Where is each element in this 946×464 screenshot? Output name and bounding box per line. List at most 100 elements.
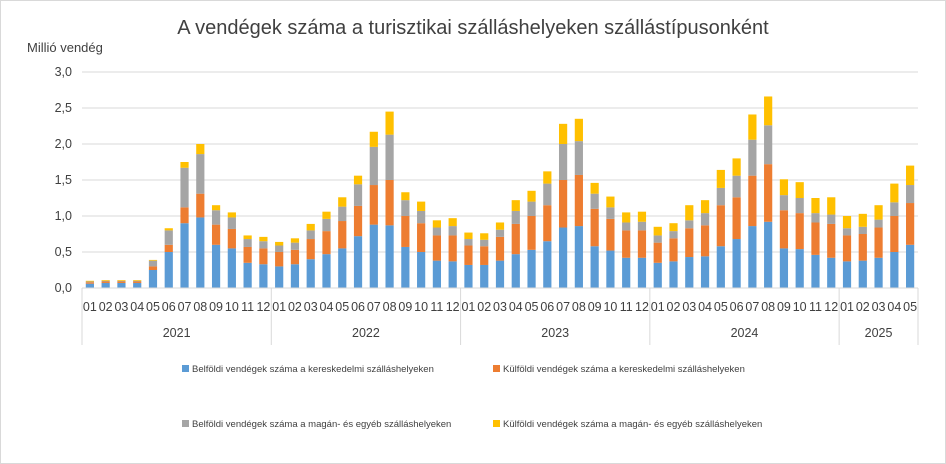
x-tick-label: 03: [872, 300, 886, 314]
bar-segment: [417, 210, 426, 224]
x-tick-label: 08: [572, 300, 586, 314]
x-tick-label: 07: [367, 300, 381, 314]
bar-segment: [385, 111, 394, 135]
bar-segment: [543, 183, 552, 206]
x-year-label: 2022: [352, 326, 380, 340]
bar-segment: [85, 280, 94, 282]
bar-segment: [480, 239, 489, 247]
bar-segment: [227, 217, 236, 229]
bar-segment: [574, 141, 583, 175]
legend-label: Külföldi vendégek száma a kereskedelmi s…: [503, 364, 745, 375]
bar-segment: [196, 217, 205, 288]
bar-segment: [906, 203, 915, 245]
bar-segment: [511, 210, 520, 224]
bar-segment: [211, 224, 221, 245]
bar-segment: [779, 179, 789, 196]
bar-segment: [574, 226, 583, 288]
bar-segment: [148, 270, 158, 288]
x-tick-label: 03: [114, 300, 128, 314]
x-tick-label: 01: [651, 300, 665, 314]
bar-segment: [637, 230, 647, 258]
x-tick-label: 05: [525, 300, 539, 314]
bar-segment: [322, 231, 331, 255]
bar-segment: [764, 125, 773, 165]
bar-segment: [180, 223, 189, 288]
bar-segment: [748, 175, 757, 227]
legend-swatch: [182, 365, 189, 372]
bar-segment: [133, 280, 142, 282]
x-tick-label: 06: [351, 300, 365, 314]
bar-segment: [700, 225, 710, 257]
x-tick-label: 03: [493, 300, 507, 314]
bar-segment: [464, 239, 473, 246]
bar-segment: [558, 144, 568, 180]
bar-segment: [164, 252, 173, 288]
bar-segment: [890, 252, 899, 288]
x-tick-label: 04: [698, 300, 712, 314]
x-tick-label: 11: [809, 300, 822, 314]
bar-segment: [227, 248, 236, 288]
bar-segment: [227, 212, 236, 218]
bar-segment: [401, 200, 410, 216]
legend-swatch: [493, 420, 500, 427]
bar-segment: [700, 213, 710, 226]
x-tick-label: 01: [83, 300, 97, 314]
bar-segment: [527, 190, 536, 202]
x-tick-label: 04: [320, 300, 334, 314]
bar-segment: [417, 201, 426, 211]
bar-segment: [353, 184, 363, 206]
x-tick-label: 09: [777, 300, 791, 314]
legend: Belföldi vendégek száma a kereskedelmi s…: [182, 364, 762, 430]
x-year-label: 2021: [163, 326, 191, 340]
bar-segment: [574, 174, 583, 227]
bar-segment: [117, 280, 126, 282]
bar-segment: [732, 175, 741, 198]
x-tick-label: 08: [193, 300, 207, 314]
x-tick-label: 02: [856, 300, 870, 314]
bar-segment: [637, 211, 647, 222]
bar-segment: [401, 192, 410, 201]
bar-segment: [606, 196, 615, 208]
bar-segment: [196, 154, 205, 194]
chart-title: A vendégek száma a turisztikai szálláshe…: [177, 17, 769, 39]
bar-segment: [306, 230, 315, 240]
legend-label: Belföldi vendégek száma a magán- és egyé…: [192, 419, 451, 430]
bar-segment: [385, 180, 394, 226]
bar-segment: [716, 169, 725, 188]
bar-segment: [732, 158, 741, 176]
bar-segment: [716, 187, 725, 206]
bar-segment: [511, 200, 520, 211]
x-tick-label: 05: [146, 300, 160, 314]
bar-segment: [495, 222, 505, 230]
bar-segment: [685, 205, 694, 221]
bar-segment: [669, 223, 678, 232]
bar-segment: [401, 216, 410, 247]
x-tick-label: 04: [509, 300, 523, 314]
bar-segment: [117, 281, 126, 283]
bar-segment: [306, 223, 315, 231]
bar-segment: [227, 228, 236, 249]
bar-segment: [590, 246, 599, 288]
bar-segment: [700, 200, 710, 214]
bar-segment: [874, 227, 883, 258]
x-tick-label: 11: [430, 300, 443, 314]
bar-segment: [369, 185, 378, 225]
bar-segment: [669, 261, 678, 288]
x-tick-label: 06: [540, 300, 554, 314]
bar-segment: [448, 261, 457, 288]
bar-segment: [180, 167, 189, 208]
bar-segment: [622, 230, 631, 258]
bar-segment: [243, 246, 252, 263]
x-tick-label: 06: [730, 300, 744, 314]
bar-segment: [858, 260, 867, 288]
bar-segment: [779, 195, 789, 211]
bar-segment: [432, 235, 442, 261]
bar-segment: [764, 221, 773, 288]
x-tick-label: 05: [714, 300, 728, 314]
x-tick-label: 07: [556, 300, 570, 314]
x-tick-label: 02: [477, 300, 491, 314]
bar-segment: [275, 252, 284, 267]
bar-segment: [196, 193, 205, 218]
bar-segment: [669, 238, 678, 262]
